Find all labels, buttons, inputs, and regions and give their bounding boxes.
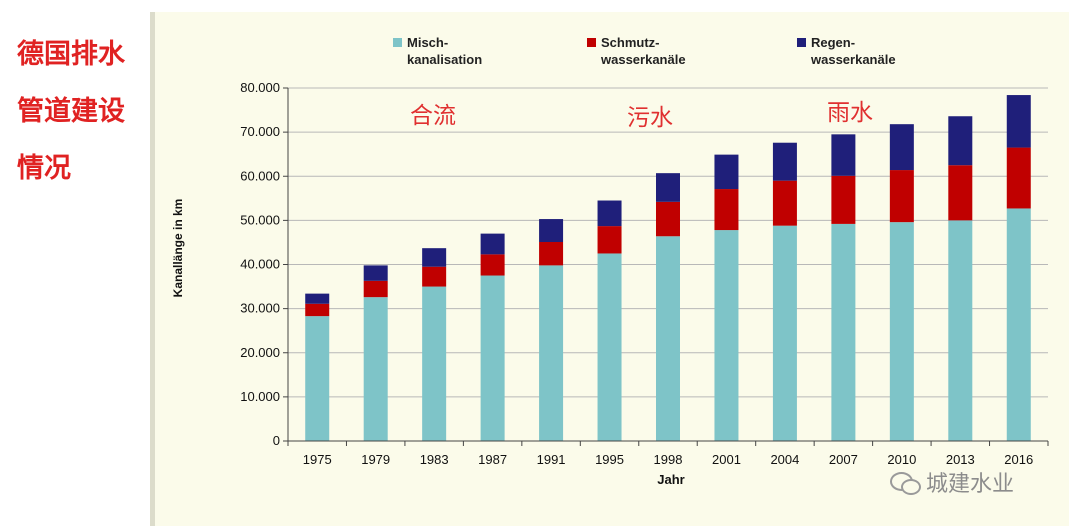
- bar-misch-2016: [1006, 208, 1031, 441]
- bar-misch-2004: [772, 225, 797, 441]
- bar-schmutz-2007: [831, 175, 856, 224]
- legend-label-misch-line2: kanalisation: [407, 52, 482, 67]
- bar-regen-1987: [480, 233, 505, 255]
- y-tick-label-0: 0: [273, 433, 280, 448]
- axes: 0 10.000 20.000 30.000 40.000 50.000 60.000 70.…: [240, 80, 1049, 467]
- y-tick-label-5: 50.000: [240, 212, 280, 227]
- legend-swatch-regen: [797, 38, 806, 47]
- legend-label-misch-line1: Misch-: [407, 35, 448, 50]
- bar-misch-1975: [305, 316, 330, 441]
- legend-swatch-schmutz: [587, 38, 596, 47]
- legend-label-schmutz-line2: wasserkanäle: [600, 52, 686, 67]
- x-tick-label-2004: 2004: [770, 452, 799, 467]
- x-tick-label-2010: 2010: [887, 452, 916, 467]
- bar-misch-1991: [539, 265, 564, 441]
- x-tick-label-1987: 1987: [478, 452, 507, 467]
- legend-item-schmutz: Schmutz- wasserkanäle: [587, 35, 686, 67]
- bar-schmutz-2013: [948, 165, 973, 221]
- annotation-rainwater: 雨水: [827, 100, 873, 126]
- legend-label-misch: Misch- kanalisation: [407, 35, 482, 67]
- legend: Misch- kanalisation Schmutz- wasserkanäl…: [393, 35, 896, 67]
- bar-schmutz-1987: [480, 254, 505, 276]
- bar-schmutz-1998: [656, 201, 680, 237]
- x-axis-title: Jahr: [657, 472, 684, 487]
- annotation-combined: 合流: [410, 103, 456, 129]
- bar-schmutz-2010: [889, 170, 914, 223]
- bar-regen-1983: [422, 248, 447, 267]
- bar-misch-1979: [363, 297, 388, 441]
- x-tick-label-1983: 1983: [420, 452, 449, 467]
- bar-regen-2016: [1006, 95, 1031, 148]
- annotation-sewage: 污水: [627, 105, 673, 131]
- watermark: 城建水业: [890, 466, 1014, 498]
- x-tick-label-1991: 1991: [537, 452, 566, 467]
- bar-misch-1983: [422, 286, 447, 441]
- x-tick-label-2013: 2013: [946, 452, 975, 467]
- bar-regen-1998: [656, 173, 680, 202]
- bar-misch-2013: [948, 220, 973, 441]
- y-tick-label-7: 70.000: [240, 124, 280, 139]
- page-title: 德国排水 管道建设 情况: [17, 26, 125, 197]
- bar-schmutz-2001: [714, 189, 739, 231]
- bars: [305, 95, 1031, 441]
- legend-label-schmutz: Schmutz- wasserkanäle: [600, 35, 686, 67]
- y-tick-label-2: 20.000: [240, 345, 280, 360]
- legend-item-regen: Regen- wasserkanäle: [797, 35, 896, 67]
- title-line-2: 管道建设: [17, 96, 125, 127]
- bar-misch-1987: [480, 275, 505, 441]
- bar-regen-2007: [831, 134, 856, 176]
- y-axis-title: Kanallänge in km: [171, 199, 185, 298]
- bar-regen-2013: [948, 116, 973, 166]
- x-tick-label-1995: 1995: [595, 452, 624, 467]
- bar-misch-1995: [597, 253, 622, 441]
- bar-misch-2007: [831, 223, 856, 441]
- bar-regen-1975: [305, 293, 330, 304]
- title-line-1: 德国排水: [17, 39, 125, 70]
- legend-swatch-misch: [393, 38, 402, 47]
- x-tick-label-2016: 2016: [1004, 452, 1033, 467]
- legend-label-schmutz-line1: Schmutz-: [601, 35, 660, 50]
- bar-schmutz-1975: [305, 303, 330, 317]
- y-tick-label-4: 40.000: [240, 257, 280, 272]
- y-tick-label-1: 10.000: [240, 389, 280, 404]
- y-tick-label-6: 60.000: [240, 168, 280, 183]
- bar-schmutz-2004: [772, 180, 797, 226]
- bar-misch-2001: [714, 230, 739, 441]
- x-tick-label-2001: 2001: [712, 452, 741, 467]
- wechat-icon: [890, 470, 921, 495]
- bar-schmutz-1991: [539, 241, 564, 266]
- y-tick-label-8: 80.000: [240, 80, 280, 95]
- x-tick-label-1979: 1979: [361, 452, 390, 467]
- x-tick-label-2007: 2007: [829, 452, 858, 467]
- bar-regen-2004: [772, 142, 797, 181]
- bar-regen-2010: [889, 124, 914, 171]
- legend-item-misch: Misch- kanalisation: [393, 35, 482, 67]
- legend-label-regen: Regen- wasserkanäle: [810, 35, 896, 67]
- title-line-3: 情况: [17, 153, 71, 184]
- bar-schmutz-1983: [422, 266, 447, 287]
- bar-regen-1991: [539, 219, 564, 242]
- x-tick-label-1998: 1998: [654, 452, 683, 467]
- bar-regen-1979: [363, 265, 388, 281]
- watermark-text: 城建水业: [926, 472, 1015, 497]
- bar-schmutz-2016: [1006, 147, 1031, 209]
- y-tick-label-3: 30.000: [240, 301, 280, 316]
- x-tick-label-1975: 1975: [303, 452, 332, 467]
- bar-schmutz-1995: [597, 226, 622, 254]
- bar-regen-1995: [597, 200, 622, 227]
- legend-label-regen-line2: wasserkanäle: [810, 52, 896, 67]
- bar-misch-2010: [889, 222, 914, 441]
- bar-misch-1998: [656, 236, 680, 441]
- bar-regen-2001: [714, 154, 739, 190]
- bar-schmutz-1979: [363, 280, 388, 298]
- legend-label-regen-line1: Regen-: [811, 35, 855, 50]
